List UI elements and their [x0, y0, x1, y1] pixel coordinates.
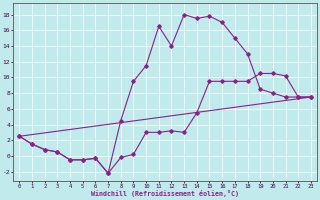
X-axis label: Windchill (Refroidissement éolien,°C): Windchill (Refroidissement éolien,°C) [91, 190, 239, 197]
